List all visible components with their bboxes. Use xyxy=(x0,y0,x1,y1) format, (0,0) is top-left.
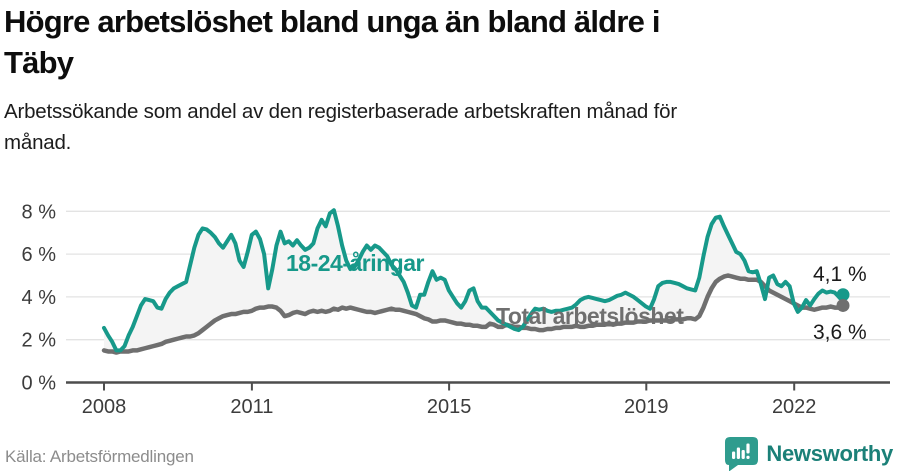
chart-title: Högre arbetslöshet bland unga än bland ä… xyxy=(4,4,660,80)
chart-header: Högre arbetslöshet bland unga än bland ä… xyxy=(4,2,896,158)
newsworthy-logo-text: Newsworthy xyxy=(766,441,893,466)
end-dot-total xyxy=(836,298,850,312)
x-axis-tick-label: 2022 xyxy=(772,396,817,418)
chart-subtitle: Arbetssökande som andel av den registerb… xyxy=(4,99,677,154)
end-dot-youth xyxy=(836,288,850,302)
series-label-youth: 18-24-åringar xyxy=(286,250,425,276)
y-axis-tick-label: 8 % xyxy=(22,201,57,223)
end-value-label-youth: 4,1 % xyxy=(813,263,867,286)
source-note: Källa: Arbetsförmedlingen xyxy=(5,447,194,466)
x-axis-tick-label: 2011 xyxy=(230,396,273,418)
y-axis-tick-label: 6 % xyxy=(22,244,57,266)
y-axis-tick-label: 2 % xyxy=(22,330,57,352)
fill-between-series xyxy=(104,210,843,353)
series-label-total: Total arbetslöshet xyxy=(496,303,684,329)
newsworthy-logo-icon xyxy=(725,437,759,471)
series-line-total xyxy=(101,273,846,355)
y-axis-tick-label: 4 % xyxy=(22,287,57,309)
newsworthy-brand: Newsworthy xyxy=(725,437,893,471)
y-axis-tick-label: 0 % xyxy=(22,373,57,395)
x-axis-tick-label: 2008 xyxy=(82,396,127,418)
unemployment-line-chart: 0 % 2 % 4 % 6 % 8 % 2008 2011 2015 2019 2022 18-24… xyxy=(22,201,890,418)
x-axis-tick-label: 2015 xyxy=(427,396,472,418)
series-line-youth xyxy=(102,208,845,353)
end-value-label-total: 3,6 % xyxy=(813,321,867,344)
x-axis-tick-label: 2019 xyxy=(624,396,669,418)
